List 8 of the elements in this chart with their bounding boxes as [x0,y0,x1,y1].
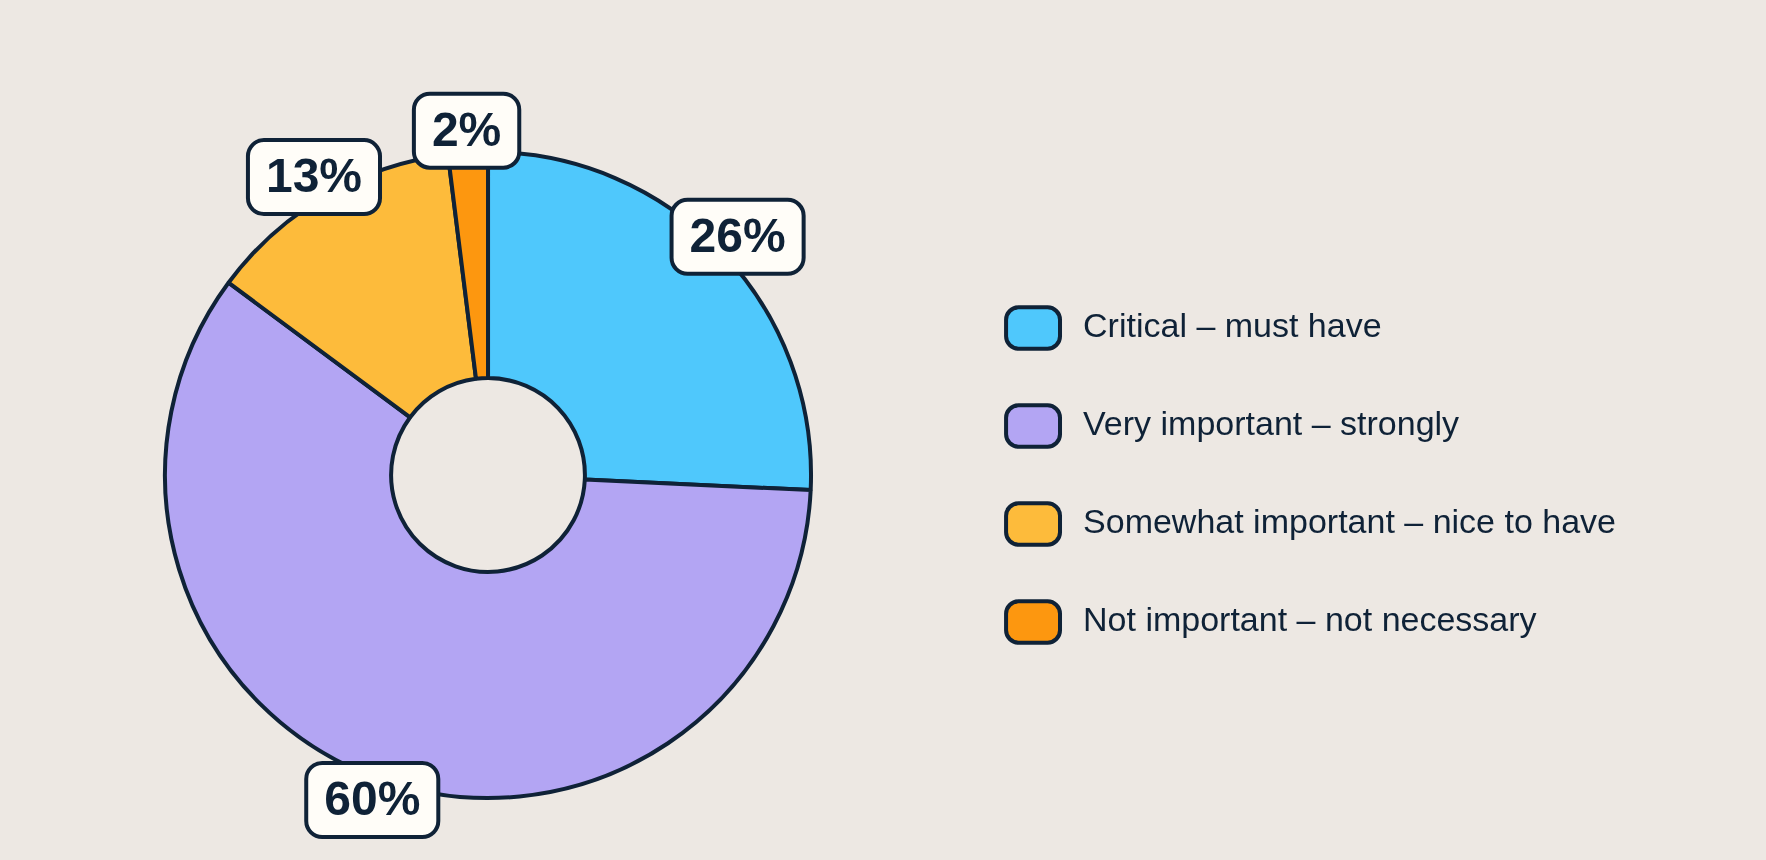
data-label: 2% [431,102,502,156]
legend-label: Critical – must have [1083,306,1382,345]
data-label: 13% [265,149,363,203]
legend-label: Not important – not necessary [1083,600,1537,639]
legend-label: Somewhat important – nice to have [1083,502,1617,541]
data-label: 60% [324,772,421,826]
data-label: 26% [689,209,786,263]
legend-label: Very important – strongly [1083,404,1460,443]
